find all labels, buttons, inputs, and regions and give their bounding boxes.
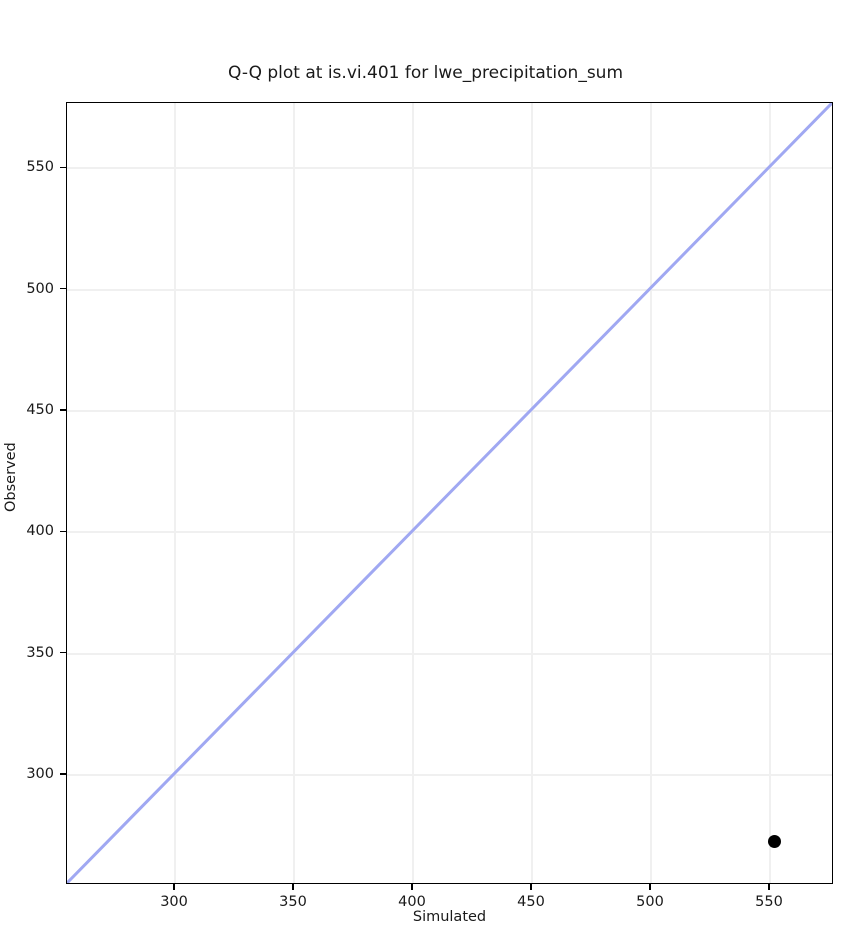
gridline-horizontal <box>67 167 832 170</box>
gridline-vertical <box>174 103 177 883</box>
y-tick-mark <box>60 773 66 775</box>
y-tick-label: 300 <box>26 765 54 782</box>
chart-title-line-1: Q-Q plot at is.vi.401 for lwe_precipitat… <box>227 63 624 83</box>
x-tick-label: 550 <box>755 894 783 910</box>
y-tick-mark <box>60 166 66 168</box>
gridline-vertical <box>412 103 415 883</box>
y-tick-label: 550 <box>26 159 54 176</box>
y-tick-mark <box>60 651 66 654</box>
gridline-vertical <box>649 103 652 883</box>
x-axis-label: Simulated <box>412 909 487 925</box>
plot-area <box>66 102 833 884</box>
y-tick-label: 450 <box>26 401 54 418</box>
gridline-horizontal <box>67 409 832 412</box>
y-tick-mark <box>60 287 66 290</box>
y-tick-label: 400 <box>26 523 54 540</box>
identity-line-path <box>67 103 832 883</box>
y-axis-label: Observed <box>3 442 19 512</box>
x-tick-mark <box>173 884 175 890</box>
y-tick-label: 500 <box>26 280 54 297</box>
gridline-vertical <box>293 103 296 883</box>
gridline-vertical <box>531 103 533 883</box>
x-tick-mark <box>292 884 294 890</box>
gridline-vertical <box>768 103 771 883</box>
x-tick-mark <box>649 884 651 890</box>
y-tick-mark <box>60 530 66 532</box>
data-point <box>768 834 782 848</box>
x-tick-label: 500 <box>636 894 664 910</box>
y-tick-label: 350 <box>26 644 54 661</box>
x-tick-mark <box>411 884 413 890</box>
x-tick-mark <box>768 884 770 890</box>
identity-line <box>67 103 832 883</box>
x-tick-label: 300 <box>160 894 188 910</box>
x-tick-label: 450 <box>517 894 545 910</box>
gridline-horizontal <box>67 773 832 776</box>
y-tick-mark <box>60 409 66 411</box>
x-tick-label: 350 <box>279 894 307 910</box>
x-tick-label: 400 <box>398 894 426 910</box>
gridline-horizontal <box>67 652 832 655</box>
gridline-horizontal <box>67 288 832 291</box>
gridline-horizontal <box>67 531 832 534</box>
x-tick-mark <box>530 884 532 890</box>
